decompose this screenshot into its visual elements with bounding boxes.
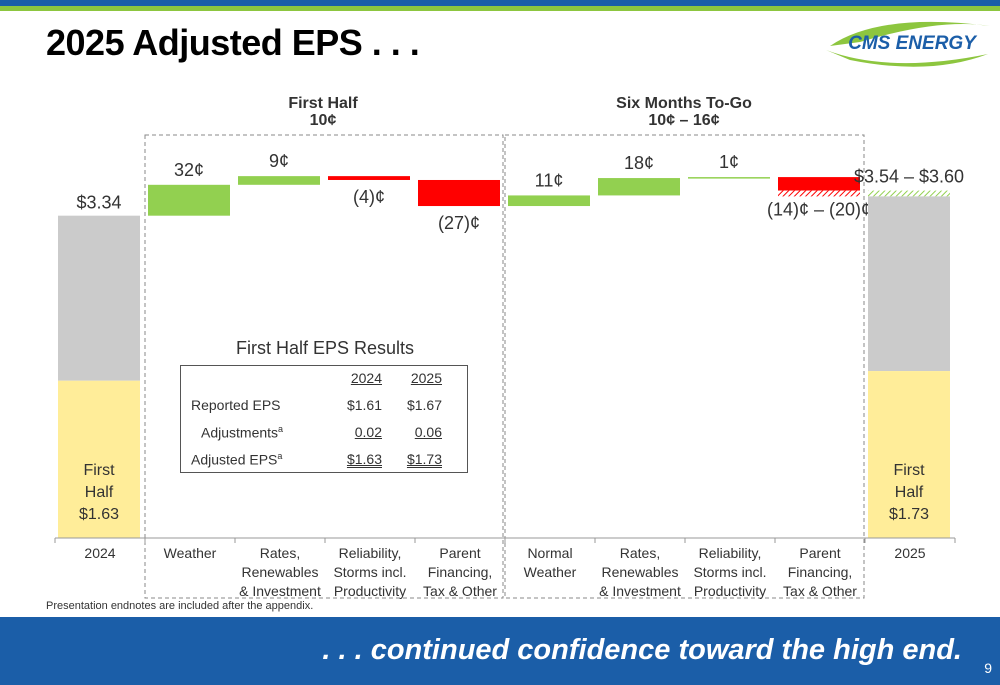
x-tick-label: Parent [799, 545, 840, 561]
x-tick-label: Parent [439, 545, 480, 561]
first-half-label: $1.63 [79, 506, 119, 523]
x-tick-label: Storms incl. [333, 564, 406, 580]
bar-value-label: 18¢ [624, 153, 654, 173]
first-half-label: Half [895, 484, 924, 501]
x-tick-label: Financing, [788, 564, 853, 580]
results-header-row: 2024 2025 [181, 370, 467, 390]
x-tick-label: Productivity [694, 583, 766, 599]
x-tick-label: Reliability, [699, 545, 762, 561]
bar-total-range [868, 190, 950, 197]
results-col-2024: 2024 [350, 370, 382, 386]
bar-decrease [328, 176, 410, 180]
endnote-marker: a [277, 451, 283, 461]
bar-first-half [58, 380, 140, 538]
x-tick-label: Rates, [260, 545, 300, 561]
bar-decrease [418, 179, 500, 207]
results-row-adjustments: Adjustmentsa 0.02 0.06 [181, 424, 467, 444]
row-value-2025: 0.06 [414, 424, 442, 440]
row-label: Adjustments [201, 424, 279, 441]
bar-increase [508, 195, 590, 207]
results-row-reported: Reported EPS $1.61 $1.67 [181, 397, 467, 417]
bar-value-label: 9¢ [269, 151, 289, 171]
x-tick-label: Rates, [620, 545, 660, 561]
page-title: 2025 Adjusted EPS . . . [46, 22, 420, 63]
x-tick-label: Renewables [241, 564, 318, 580]
x-tick-label: Weather [164, 545, 217, 561]
first-half-label: $1.73 [889, 506, 929, 523]
endnote-marker: a [278, 424, 284, 434]
bar-value-label: 32¢ [174, 160, 204, 180]
bottom-banner [0, 617, 1000, 685]
first-half-label: Half [85, 484, 114, 501]
bar-decrease-range [778, 190, 860, 197]
x-tick-label: 2024 [84, 545, 115, 561]
top-accent-bar-green [0, 6, 1000, 11]
group-subtitle: 10¢ [310, 112, 337, 129]
first-half-label: First [893, 462, 925, 479]
x-tick-label: Tax & Other [423, 583, 497, 599]
first-half-label: First [83, 462, 115, 479]
top-accent-bar-blue [0, 0, 1000, 6]
row-value-2025: $1.67 [406, 397, 442, 413]
bar-full-year [868, 196, 950, 372]
row-label: Adjusted EPS [191, 451, 278, 468]
group-box-first-half [144, 134, 504, 599]
row-value-2024: $1.61 [346, 397, 382, 413]
results-table-title: First Half EPS Results [235, 338, 415, 358]
bar-increase [148, 184, 230, 216]
x-tick-label: 2025 [894, 545, 925, 561]
footnote: Presentation endnotes are included after… [46, 600, 314, 612]
logo-text: CMS ENERGY [848, 33, 978, 54]
row-value-2025: $1.73 [406, 451, 442, 467]
bar-value-label: $3.34 [76, 193, 121, 213]
x-tick-label: & Investment [239, 583, 321, 599]
x-tick-label: Normal [527, 545, 572, 561]
x-tick-label: Productivity [334, 583, 406, 599]
x-tick-label: Tax & Other [783, 583, 857, 599]
bar-value-label: 1¢ [719, 152, 739, 172]
group-title: Six Months To-Go [616, 95, 752, 112]
bar-increase [688, 177, 770, 179]
bar-value-label: $3.54 – $3.60 [854, 167, 964, 187]
tagline: . . . continued confidence toward the hi… [322, 634, 962, 666]
bar-decrease [778, 177, 860, 191]
cms-energy-logo: CMS ENERGY [826, 21, 990, 67]
bar-value-label: (4)¢ [353, 187, 385, 207]
bar-full-year [58, 215, 140, 381]
x-tick-label: Storms incl. [693, 564, 766, 580]
results-col-2025: 2025 [410, 370, 442, 386]
bar-value-label: (14)¢ – (20)¢ [767, 199, 871, 219]
row-label: Reported EPS [191, 397, 281, 413]
group-subtitle: 10¢ – 16¢ [648, 112, 719, 129]
results-table: 2024 2025 Reported EPS $1.61 $1.67 Adjus… [180, 365, 468, 473]
x-tick-label: Reliability, [339, 545, 402, 561]
results-row-adjusted: Adjusted EPSa $1.63 $1.73 [181, 451, 467, 471]
bar-increase [598, 178, 680, 196]
x-tick-label: Renewables [601, 564, 678, 580]
bar-value-label: 11¢ [535, 170, 564, 190]
group-title: First Half [288, 95, 358, 112]
row-value-2024: $1.63 [346, 451, 382, 467]
page-number: 9 [984, 660, 992, 676]
x-tick-label: Weather [524, 564, 577, 580]
bar-first-half [868, 371, 950, 538]
x-tick-label: & Investment [599, 583, 681, 599]
bar-increase [238, 176, 320, 185]
bar-value-label: (27)¢ [438, 213, 480, 233]
group-box-six-months [504, 134, 865, 599]
x-tick-label: Financing, [428, 564, 493, 580]
row-value-2024: 0.02 [354, 424, 382, 440]
